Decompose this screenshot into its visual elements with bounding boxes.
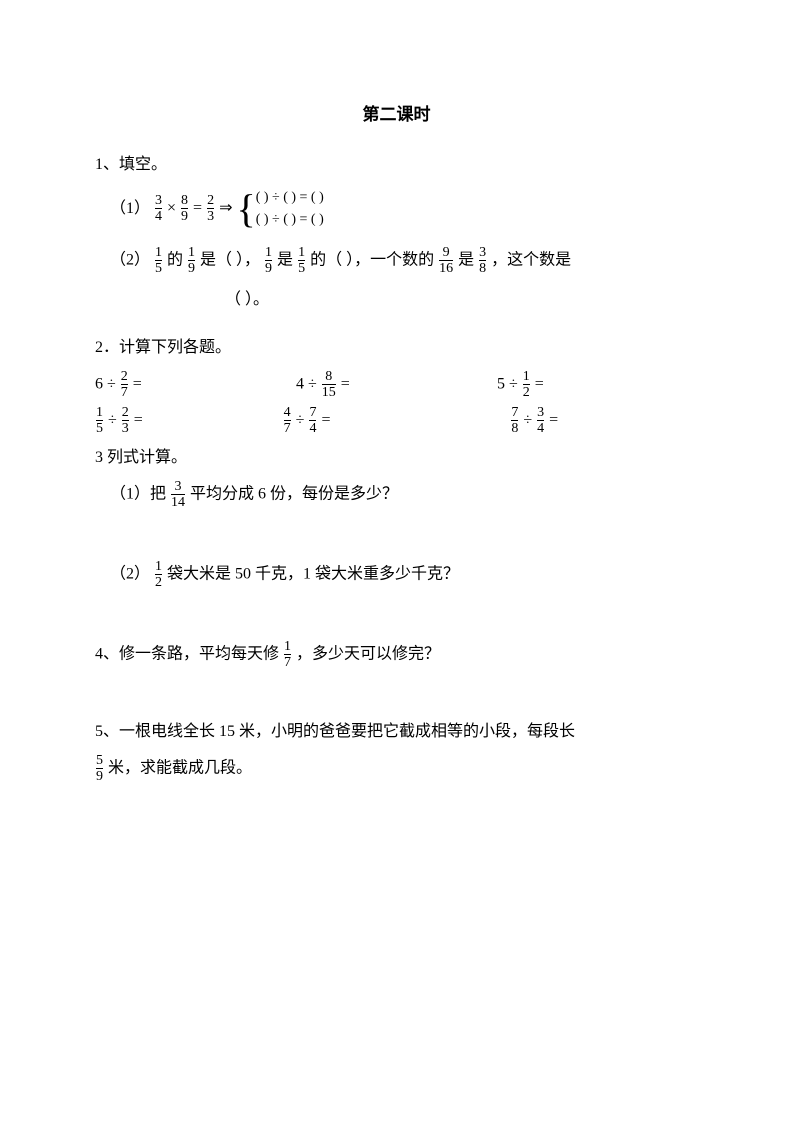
frac: 916 — [439, 246, 453, 276]
frac: 15 — [155, 246, 162, 276]
q5-a: 5、一根电线全长 15 米，小明的爸爸要把它截成相等的小段，每段长 — [95, 723, 575, 740]
equals: = — [549, 411, 558, 428]
frac: 15 — [96, 406, 103, 436]
q2-cell: 5 ÷ 12 = — [497, 370, 698, 400]
text: 是 — [277, 251, 293, 268]
equals: = — [133, 375, 142, 392]
equals: = — [321, 411, 330, 428]
div: ÷ — [523, 411, 536, 428]
q4: 4、修一条路，平均每天修 17 ，多少天可以修完？ — [95, 640, 698, 670]
brace-block: { ( ) ÷ ( ) = ( ) ( ) ÷ ( ) = ( ) — [236, 187, 323, 232]
frac: 89 — [181, 194, 188, 224]
q1-part1: （1） 34 × 89 = 23 ⇒ { ( ) ÷ ( ) = ( ) ( )… — [95, 187, 698, 232]
frac: 59 — [96, 754, 103, 784]
q5: 5、一根电线全长 15 米，小明的爸爸要把它截成相等的小段，每段长 — [95, 720, 698, 744]
q1-part2: （2） 15 的 19 是（ ）， 19 是 15 的（ ），一个数的 916 … — [95, 246, 698, 276]
q2-row2: 15 ÷ 23 = 47 ÷ 74 = 78 ÷ 34 = — [95, 406, 698, 436]
frac: 314 — [171, 480, 185, 510]
expr-pre: 6 ÷ — [95, 375, 116, 392]
left-brace-icon: { — [236, 193, 255, 225]
q1p1-label: （1） — [110, 200, 150, 217]
text: ，这个数是 — [491, 251, 571, 268]
q3-part2: （2） 12 袋大米是 50 千克，1 袋大米重多少千克？ — [95, 560, 698, 590]
frac: 78 — [511, 406, 518, 436]
frac: 23 — [122, 406, 129, 436]
equals: = — [193, 200, 206, 217]
frac: 38 — [479, 246, 486, 276]
q2-label: 2．计算下列各题。 — [95, 336, 698, 360]
frac: 12 — [523, 370, 530, 400]
text: 是（ ）， — [200, 251, 260, 268]
q3p1-a: （1）把 — [110, 485, 166, 502]
div: ÷ — [108, 411, 121, 428]
frac: 27 — [121, 370, 128, 400]
q2-cell: 78 ÷ 34 = — [470, 406, 698, 436]
frac: 19 — [265, 246, 272, 276]
q2-row1: 6 ÷ 27 = 4 ÷ 815 = 5 ÷ 12 = — [95, 370, 698, 400]
q3p1-b: 平均分成 6 份，每份是多少？ — [190, 485, 398, 502]
page-title: 第二课时 — [95, 100, 698, 125]
frac: 74 — [309, 406, 316, 436]
frac: 12 — [155, 560, 162, 590]
text: 的 — [167, 251, 183, 268]
q1p2-tail: （ ）。 — [95, 288, 698, 312]
brace-lines: ( ) ÷ ( ) = ( ) ( ) ÷ ( ) = ( ) — [256, 187, 324, 232]
q2-cell: 47 ÷ 74 = — [283, 406, 471, 436]
text: 是 — [458, 251, 474, 268]
times: × — [167, 200, 176, 217]
frac: 19 — [188, 246, 195, 276]
q5-line2: 59 米，求能截成几段。 — [95, 754, 698, 784]
q1-label: 1、填空。 — [95, 153, 698, 177]
q4-a: 4、修一条路，平均每天修 — [95, 645, 279, 662]
frac: 815 — [322, 370, 336, 400]
q2-cell: 15 ÷ 23 = — [95, 406, 283, 436]
equals: = — [134, 411, 143, 428]
implies: ⇒ — [219, 200, 232, 217]
brace-line1: ( ) ÷ ( ) = ( ) — [256, 187, 324, 209]
frac: 34 — [155, 194, 162, 224]
equals: = — [535, 375, 544, 392]
q3-label: 3 列式计算。 — [95, 446, 698, 470]
frac: 17 — [284, 640, 291, 670]
text: 的（ ），一个数的 — [310, 251, 434, 268]
expr-pre: 5 ÷ — [497, 375, 518, 392]
worksheet-page: 第二课时 1、填空。 （1） 34 × 89 = 23 ⇒ { ( ) ÷ ( … — [0, 0, 793, 854]
div: ÷ — [296, 411, 309, 428]
q2-cell: 4 ÷ 815 = — [296, 370, 497, 400]
q5-b: 米，求能截成几段。 — [108, 759, 252, 776]
q3-part1: （1）把 314 平均分成 6 份，每份是多少？ — [95, 480, 698, 510]
q1p1-expr: 34 × 89 = 23 ⇒ — [154, 194, 232, 224]
frac: 47 — [284, 406, 291, 436]
q1p2-label: （2） — [110, 251, 150, 268]
frac: 34 — [537, 406, 544, 436]
frac: 23 — [207, 194, 214, 224]
q3p2-a: （2） — [110, 565, 150, 582]
brace-line2: ( ) ÷ ( ) = ( ) — [256, 209, 324, 231]
q4-b: ，多少天可以修完？ — [296, 645, 440, 662]
q2-cell: 6 ÷ 27 = — [95, 370, 296, 400]
expr-pre: 4 ÷ — [296, 375, 317, 392]
q3p2-b: 袋大米是 50 千克，1 袋大米重多少千克？ — [167, 565, 459, 582]
frac: 15 — [298, 246, 305, 276]
equals: = — [341, 375, 350, 392]
